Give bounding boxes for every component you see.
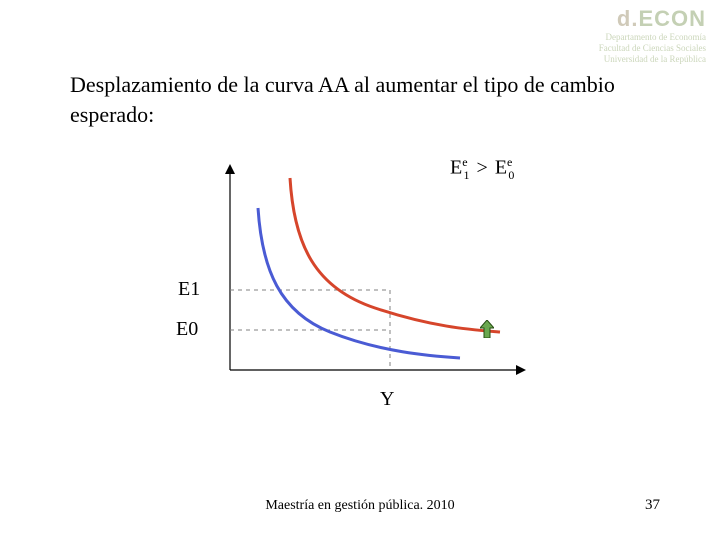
guides: [230, 290, 390, 370]
logo-d: d.: [617, 6, 639, 31]
logo-econ: ECON: [638, 6, 706, 31]
x-axis-arrow: [516, 365, 526, 375]
cond-e0-base: E: [495, 157, 507, 179]
cond-e0-sup: e: [507, 155, 512, 169]
logo-line3: Universidad de la República: [599, 54, 706, 65]
label-y: Y: [380, 388, 394, 411]
page-number: 37: [645, 497, 660, 514]
label-e0: E0: [176, 318, 198, 341]
condition-text: Ee1 > Ee0: [450, 155, 514, 183]
aa-curve-chart: E1 E0 Y Ee1 > Ee0: [140, 160, 580, 420]
footer-text: Maestría en gestión pública. 2010: [0, 498, 720, 514]
shift-up-arrow-icon: [480, 320, 494, 338]
page-title: Desplazamiento de la curva AA al aumenta…: [70, 70, 630, 129]
label-e1: E1: [178, 278, 200, 301]
chart-svg: [140, 160, 580, 420]
cond-e1-base: E: [450, 157, 462, 179]
cond-op: >: [475, 157, 490, 179]
cond-e1-sup: e: [462, 155, 467, 169]
curve-aa1: [290, 178, 500, 332]
curve-aa0: [258, 208, 460, 358]
logo-line2: Facultad de Ciencias Sociales: [599, 43, 706, 54]
cond-e0-sub: 0: [508, 168, 514, 182]
cond-e1-sub: 1: [464, 168, 470, 182]
y-axis-arrow: [225, 164, 235, 174]
logo: d.ECON Departamento de Economía Facultad…: [599, 6, 706, 64]
logo-line1: Departamento de Economía: [599, 32, 706, 43]
logo-main: d.ECON: [599, 6, 706, 32]
